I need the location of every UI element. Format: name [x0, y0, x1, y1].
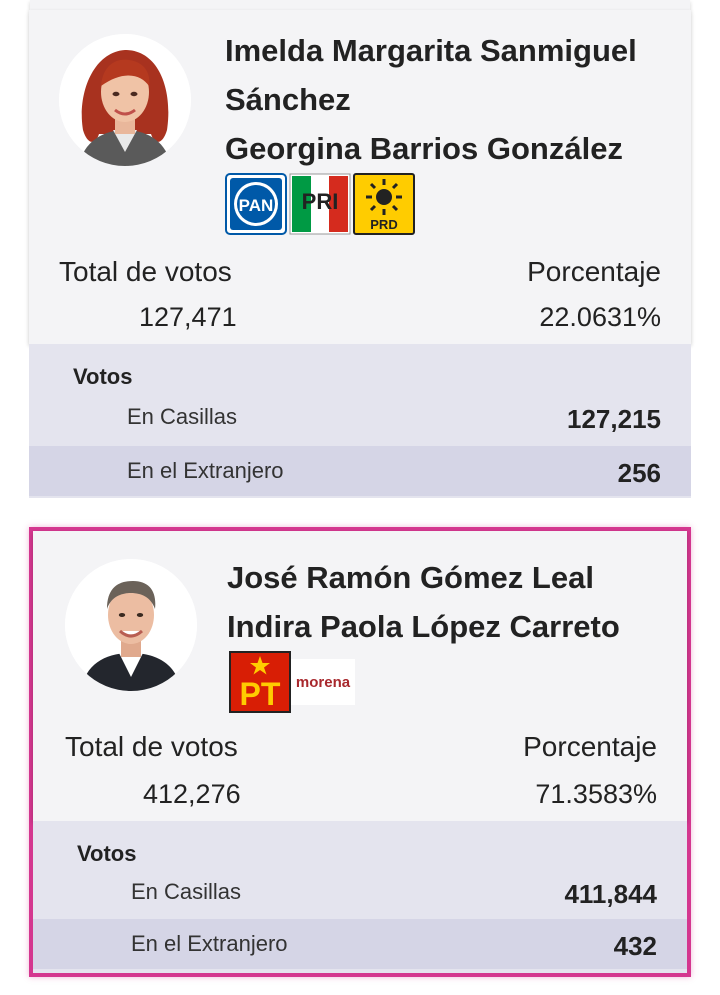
woman-portrait-icon	[59, 34, 191, 166]
votes-breakdown: Votos En Casillas 411,844 En el Extranje…	[33, 821, 687, 973]
percentage-value: 71.3583%	[535, 779, 657, 809]
extranjero-label: En el Extranjero	[127, 458, 284, 483]
total-votes-label: Total de votos	[65, 731, 238, 762]
candidate-names: José Ramón Gómez Leal Indira Paola López…	[227, 553, 620, 651]
pan-logo: PAN	[225, 173, 287, 235]
prd-logo-text: PRD	[370, 217, 397, 232]
votes-breakdown-title: Votos	[77, 841, 137, 866]
percentage-label: Porcentaje	[527, 256, 661, 287]
casillas-value: 411,844	[564, 879, 657, 909]
pri-logo: PRI	[289, 173, 351, 235]
candidate-photo	[65, 559, 197, 691]
table-row: En Casillas 127,215	[29, 392, 691, 442]
casillas-value: 127,215	[567, 404, 661, 434]
candidate-name-line: Sánchez	[225, 82, 351, 117]
candidate-photo	[59, 34, 191, 166]
pri-logo-text: PRI	[302, 189, 339, 214]
extranjero-value: 256	[617, 458, 661, 488]
morena-logo-text: morena	[296, 674, 351, 691]
morena-logo: morena	[291, 659, 355, 705]
pt-logo: PT	[229, 651, 291, 713]
candidate-card-2: José Ramón Gómez Leal Indira Paola López…	[29, 527, 691, 977]
total-votes-value: 412,276	[143, 779, 241, 809]
pt-logo-text: PT	[240, 676, 281, 712]
table-row: En el Extranjero 432	[33, 919, 687, 969]
candidate-card-1: Imelda Margarita Sanmiguel Sánchez Georg…	[29, 10, 691, 498]
table-row: En Casillas 411,844	[33, 867, 687, 917]
total-votes-label: Total de votos	[59, 256, 232, 287]
party-logos: PAN PRI PRD	[225, 173, 415, 235]
total-votes-value: 127,471	[139, 302, 237, 332]
party-logos: PT morena	[229, 651, 355, 713]
percentage-value: 22.0631%	[539, 302, 661, 332]
candidate-name-line: José Ramón Gómez Leal	[227, 560, 594, 595]
prd-logo: PRD	[353, 173, 415, 235]
votes-breakdown-title: Votos	[73, 364, 133, 389]
candidate-name-line: Imelda Margarita Sanmiguel	[225, 33, 637, 68]
candidate-name-line: Georgina Barrios González	[225, 131, 623, 166]
casillas-label: En Casillas	[127, 404, 238, 429]
candidate-names: Imelda Margarita Sanmiguel Sánchez Georg…	[225, 26, 637, 173]
extranjero-value: 432	[613, 931, 657, 961]
candidate-header: Imelda Margarita Sanmiguel Sánchez Georg…	[29, 10, 691, 344]
candidate-name-line: Indira Paola López Carreto	[227, 609, 620, 644]
candidate-header: José Ramón Gómez Leal Indira Paola López…	[33, 531, 687, 821]
votes-breakdown: Votos En Casillas 127,215 En el Extranje…	[29, 344, 691, 498]
extranjero-label: En el Extranjero	[131, 931, 288, 956]
pan-logo-text: PAN	[239, 196, 274, 215]
previous-card-edge	[30, 0, 690, 10]
casillas-label: En Casillas	[131, 879, 242, 904]
man-portrait-icon	[65, 559, 197, 691]
table-row: En el Extranjero 256	[29, 446, 691, 496]
percentage-label: Porcentaje	[523, 731, 657, 762]
